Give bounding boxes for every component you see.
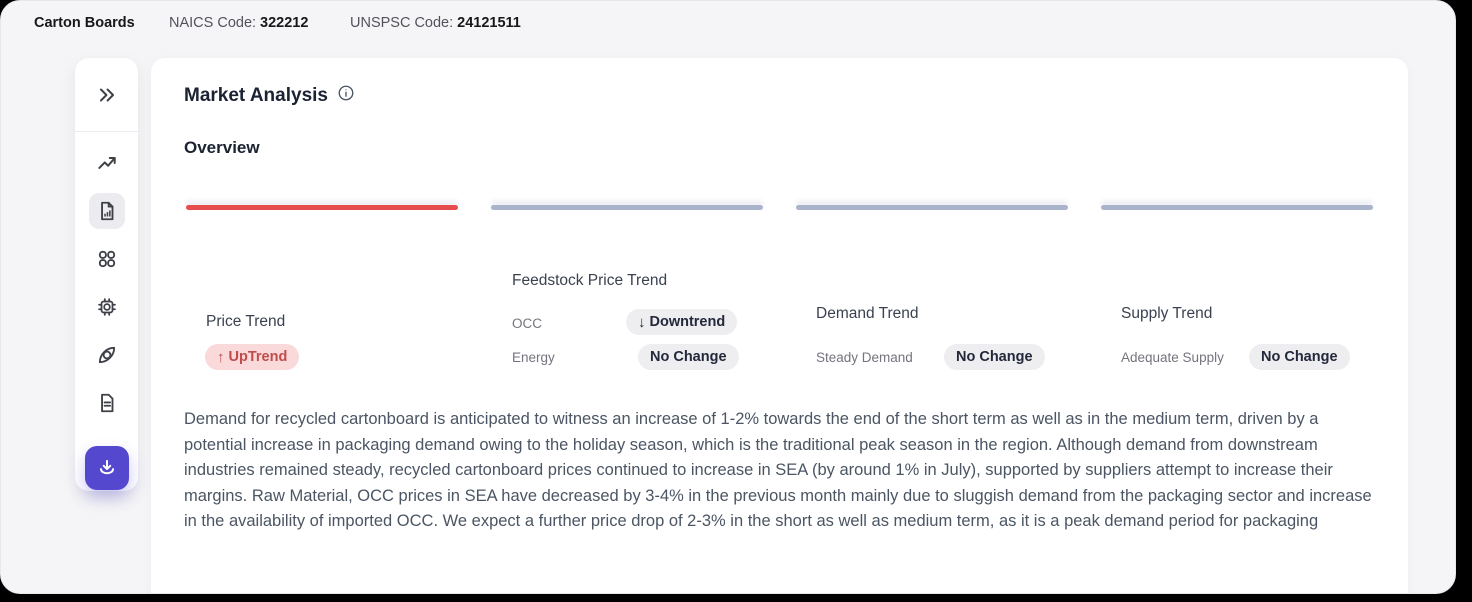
lens-icon	[96, 344, 118, 366]
tab-indicator-3[interactable]	[796, 205, 1068, 210]
supply-no-change-label: No Change	[1261, 349, 1338, 365]
supply-no-change-badge: No Change	[1249, 344, 1350, 370]
sidebar-item-apps[interactable]	[89, 241, 125, 277]
cpu-chip-icon	[96, 296, 118, 318]
top-bar: Carton Boards NAICS Code: 322212 UNSPSC C…	[1, 1, 1455, 47]
demand-no-change-label: No Change	[956, 349, 1033, 365]
demand-trend-title: Demand Trend	[816, 305, 919, 322]
main-panel: Market Analysis Overview Price Trend ↑ U…	[151, 58, 1408, 593]
demand-no-change-badge: No Change	[944, 344, 1045, 370]
sidebar-item-report[interactable]	[88, 193, 125, 229]
product-name: Carton Boards	[34, 15, 135, 31]
sidebar	[75, 58, 138, 491]
sidebar-item-documents[interactable]	[89, 385, 125, 421]
downtrend-badge-label: Downtrend	[649, 314, 726, 330]
feedstock-row-occ-label: OCC	[512, 316, 542, 331]
downtrend-badge: ↓ Downtrend	[626, 309, 738, 335]
trending-up-icon	[96, 152, 118, 174]
unspsc-code-label: UNSPSC Code:	[350, 15, 454, 31]
tab-indicator-2[interactable]	[491, 205, 763, 210]
down-arrow-icon: ↓	[638, 313, 646, 331]
energy-no-change-label: No Change	[650, 349, 727, 365]
market-summary-text: Demand for recycled cartonboard is antic…	[184, 410, 1372, 530]
price-trend-title: Price Trend	[206, 313, 286, 330]
app-window: Carton Boards NAICS Code: 322212 UNSPSC C…	[0, 0, 1456, 594]
unspsc-code-value: 24121511	[457, 15, 521, 31]
uptrend-badge-label: UpTrend	[228, 349, 288, 365]
section-title: Overview	[184, 138, 260, 157]
download-button[interactable]	[84, 446, 129, 490]
page-title-text: Market Analysis	[184, 85, 328, 106]
feedstock-price-trend-title: Feedstock Price Trend	[512, 272, 668, 289]
up-arrow-icon: ↑	[217, 348, 225, 366]
naics-code-value: 322212	[260, 15, 309, 31]
document-icon	[96, 392, 118, 414]
tab-indicator-overview[interactable]	[186, 205, 458, 210]
sidebar-collapse-button[interactable]	[75, 58, 138, 132]
feedstock-row-energy-label: Energy	[512, 350, 555, 365]
sidebar-item-processing[interactable]	[89, 289, 125, 325]
tab-indicator-4[interactable]	[1101, 205, 1373, 210]
page-title: Market Analysis	[184, 84, 355, 108]
double-chevron-right-icon	[96, 84, 118, 106]
sidebar-nav	[84, 132, 129, 490]
grid-icon	[96, 248, 118, 270]
download-icon	[96, 457, 118, 479]
demand-status-label: Steady Demand	[816, 350, 913, 365]
supply-trend-title: Supply Trend	[1121, 305, 1213, 322]
uptrend-badge: ↑ UpTrend	[205, 344, 300, 370]
unspsc-code: UNSPSC Code: 24121511	[350, 15, 521, 31]
sidebar-item-insights[interactable]	[89, 337, 125, 373]
energy-no-change-badge: No Change	[638, 344, 739, 370]
supply-status-label: Adequate Supply	[1121, 350, 1224, 365]
report-document-icon	[96, 200, 118, 222]
naics-code-label: NAICS Code:	[169, 15, 257, 31]
sidebar-item-trends[interactable]	[89, 145, 125, 181]
info-icon[interactable]	[337, 84, 355, 108]
naics-code: NAICS Code: 322212	[169, 15, 308, 31]
